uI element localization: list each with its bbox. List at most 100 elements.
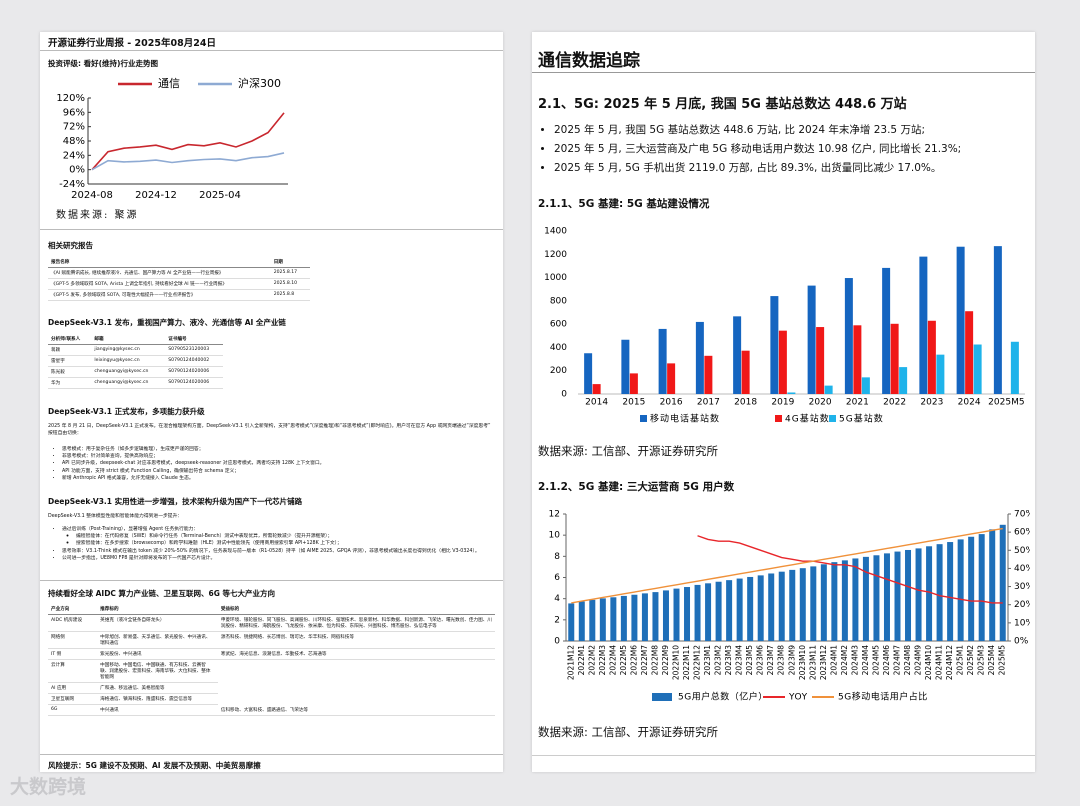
y-tick-label: 200 [550, 366, 567, 376]
right-page: 通信数据追踪 2.1、5G: 2025 年 5 月底, 我国 5G 基站总数达 … [532, 32, 1035, 772]
section-title: DeepSeek-V3.1 正式发布，多项能力获升级 [48, 407, 205, 416]
bar [621, 339, 630, 394]
bar [589, 599, 596, 641]
y-tick-label: 120% [56, 93, 85, 104]
x-tick-label: 2025M5 [988, 398, 1024, 408]
x-tick-label: 2024M2 [840, 645, 849, 676]
bar [820, 564, 827, 641]
legend-label: 5G移动电话用户占比 [838, 691, 928, 703]
bullet-text: 思考效率：V3.1-Think 模式在输出 token 减少 20%-50% 的… [62, 548, 480, 554]
header-row: 报告名称 日期 [48, 257, 310, 268]
header-row: 分析师/联系人 邮箱 证书编号 [48, 334, 223, 345]
bar [787, 392, 796, 394]
table: 产业方向 推荐标的 受益标的 AIDC 机房建设 英维克（液冷全链条自研龙头） 申菱环境、… [48, 604, 495, 716]
bar [667, 363, 676, 394]
y-tick-label: 0 [561, 390, 567, 400]
bar [584, 353, 593, 394]
chart-source: 数据来源: 聚源 [56, 210, 139, 221]
table-cell: S0790124020006 [165, 377, 223, 389]
y-tick-label: 400 [550, 343, 567, 353]
x-tick-label: 2023M11 [808, 645, 817, 680]
table-row: 《GPT-5 多领域取得 SOTA, Arista 上调全年指引, 持续看好全球… [48, 278, 310, 290]
bar [927, 320, 936, 394]
bar [978, 534, 985, 641]
bar [736, 578, 743, 641]
y-tick-label: 48% [63, 136, 85, 147]
x-tick-label: 2020 [809, 398, 832, 408]
bar [831, 562, 838, 641]
bar [882, 267, 891, 394]
bar [936, 354, 945, 394]
table-cell: 寒武纪、海光信息、浪潮信息、华勤技术、芯海通等 [217, 648, 495, 660]
legend-label: 5G基站数 [839, 413, 884, 425]
y2-tick-label: 20% [1014, 600, 1030, 610]
bar [816, 327, 825, 394]
bar [610, 597, 617, 641]
y2-tick-label: 10% [1014, 618, 1030, 628]
x-tick-label: 2024M9 [914, 645, 923, 676]
chart-source: 数据来源: 工信部、开源证券研究所 [538, 444, 719, 458]
y-tick-label: 0% [69, 165, 85, 176]
bullet-list: 2025 年 5 月, 我国 5G 基站总数达 448.6 万站, 比 2024… [538, 121, 1035, 178]
bar [915, 548, 922, 641]
y-tick-label: 1400 [544, 227, 567, 237]
table-cell: AIDC 机房建设 [48, 614, 98, 632]
bar [993, 246, 1002, 394]
x-tick-label: 2023M9 [787, 645, 796, 676]
legend-swatch [775, 415, 782, 422]
x-tick-label: 2022M11 [682, 645, 691, 680]
table-cell: 网络侧 [48, 631, 98, 649]
bar [919, 256, 928, 394]
header-cell: 日期 [270, 257, 310, 268]
x-tick-label: 2016 [660, 398, 683, 408]
table-cell: IT 侧 [48, 648, 98, 660]
legend-label: 通信 [158, 77, 180, 90]
x-tick-label: 2015 [622, 398, 645, 408]
table: 报告名称 日期 《AI 赋能腾讯成长, 继续推荐液冷、光通信、国产算力等 AI 全产… [48, 257, 310, 301]
x-tick-label: 2024M8 [903, 645, 912, 676]
y-tick-label: 12 [549, 510, 560, 520]
bar [778, 330, 787, 394]
bullet: 非思考模式：针对简单查询，提供高效响应； [62, 453, 502, 460]
bullet: 通过后训练（Post-Training），显著增强 Agent 任务执行能力：编… [62, 526, 502, 548]
bar [899, 367, 908, 394]
bar [694, 584, 701, 641]
y2-tick-label: 60% [1014, 528, 1030, 538]
x-tick-label: 2024M4 [861, 645, 870, 676]
paragraph: DeepSeek-V3.1 整体模型性能和智能体能力得到进一步提升： [48, 514, 183, 519]
table-cell: 英维克（液冷全链条自研龙头） [97, 614, 218, 632]
x-tick-label: 2025M1 [956, 645, 965, 676]
table-cell: 《GPT-5 发布, 多领域取得 SOTA, 可靠性大幅提升——行业点评报告》 [48, 289, 271, 301]
y-tick-label: 600 [550, 320, 567, 330]
x-tick-label: 2024M12 [945, 645, 954, 680]
bar [873, 555, 880, 641]
bar [599, 598, 606, 641]
bar [989, 529, 996, 641]
x-tick-label: 2019 [771, 398, 794, 408]
bar [568, 603, 575, 641]
x-tick-label: 2024M11 [935, 645, 944, 680]
table-cell: 申菱环境、银轮股份、同飞股份、高澜股份、川环科技、强瑞技术、思泉新材、科华数据、… [217, 614, 495, 632]
x-tick-label: 2023M1 [703, 645, 712, 676]
series-line [91, 112, 285, 171]
bullet: 公司进一步指出，UE8M0 FP8 是针对即将发布的下一代国产芯片设计。 [62, 555, 502, 562]
legend-swatch [640, 415, 647, 422]
bullet: 2025 年 5 月, 我国 5G 基站总数达 448.6 万站, 比 2024… [554, 121, 1035, 140]
x-tick-label: 2023M7 [766, 645, 775, 676]
bar [658, 328, 667, 394]
header-cell: 分析师/联系人 [48, 334, 92, 345]
bullet-list: 通过后训练（Post-Training），显著增强 Agent 任务执行能力：编… [48, 526, 502, 562]
y2-tick-label: 40% [1014, 564, 1030, 574]
bar [629, 373, 638, 394]
y-tick-label: 96% [63, 107, 85, 118]
x-tick-label: 2023 [920, 398, 943, 408]
legend-swatch [652, 693, 672, 701]
header-cell: 产业方向 [48, 604, 98, 615]
table-cell: 雷星宇 [48, 355, 92, 367]
table-cell: 云计算 [48, 659, 98, 683]
bullet-text: 通过后训练（Post-Training），显著增强 Agent 任务执行能力： [62, 527, 199, 532]
bar [894, 551, 901, 641]
bar [704, 355, 713, 394]
bullet: 2025 年 5 月, 三大运营商及广电 5G 移动电话用户数达 10.98 亿… [554, 140, 1035, 159]
table-cell: 2025.8.10 [270, 278, 310, 290]
